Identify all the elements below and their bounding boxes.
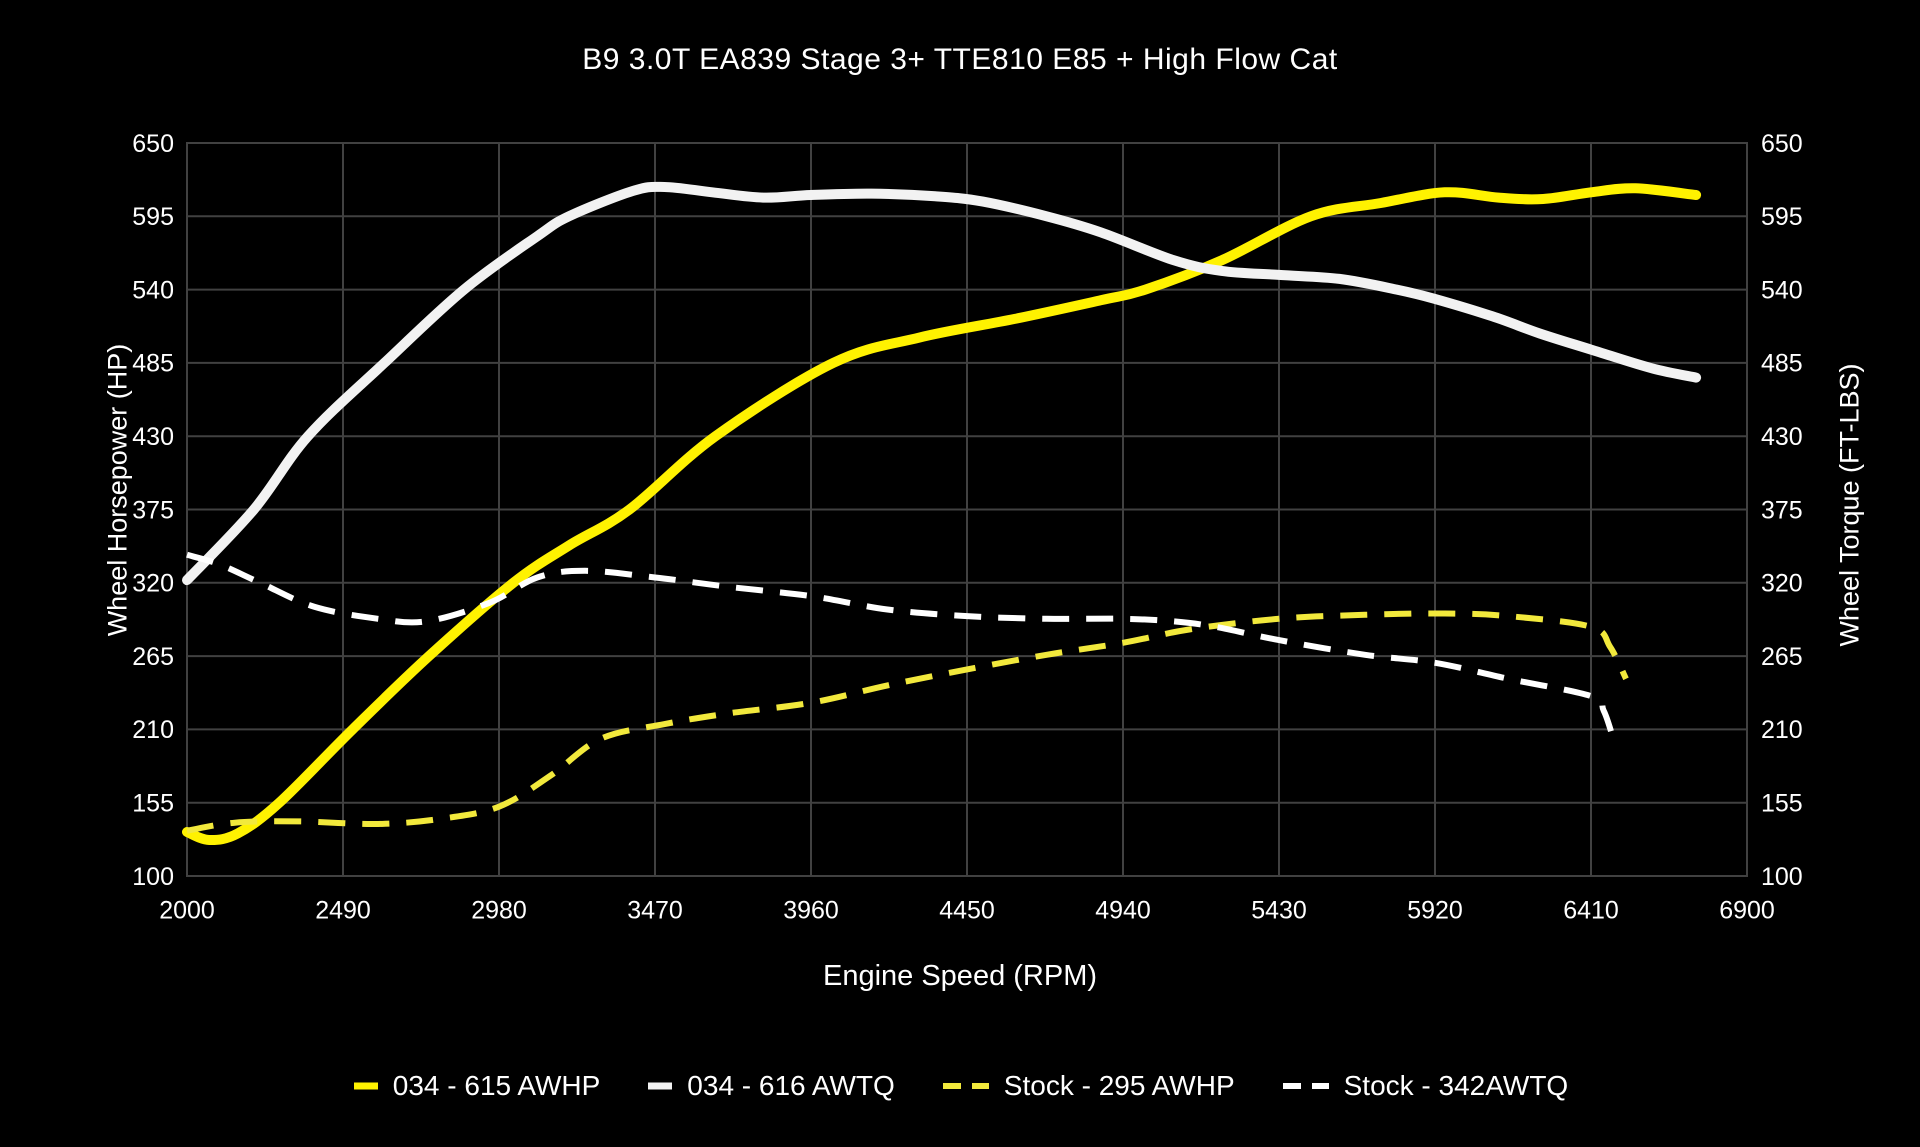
legend-marker-dashed-line-icon bbox=[942, 1083, 989, 1089]
y-tick-label-right: 430 bbox=[1761, 423, 1803, 451]
x-tick-label: 2000 bbox=[159, 897, 215, 925]
y-tick-label-right: 265 bbox=[1761, 643, 1803, 671]
y-tick-label-right: 485 bbox=[1761, 350, 1803, 378]
y-tick-label-left: 430 bbox=[132, 423, 174, 451]
x-axis-label: Engine Speed (RPM) bbox=[822, 960, 1098, 992]
legend-label: Stock - 342AWTQ bbox=[1343, 1070, 1569, 1101]
x-tick-label: 6410 bbox=[1563, 897, 1619, 925]
legend-label: 034 - 615 AWHP bbox=[392, 1070, 601, 1101]
y-tick-label-left: 155 bbox=[132, 789, 174, 817]
legend-item-034-615-awhp[interactable]: 034 - 615 AWHP bbox=[352, 1070, 601, 1102]
legend-item-stock-295-awhp[interactable]: Stock - 295 AWHP bbox=[941, 1070, 1235, 1102]
x-tick-label: 2980 bbox=[471, 897, 527, 925]
y-tick-label-left: 100 bbox=[132, 863, 174, 891]
legend-item-034-616-awtq[interactable]: 034 - 616 AWTQ bbox=[646, 1070, 895, 1102]
chart-title: B9 3.0T EA839 Stage 3+ TTE810 E85 + High… bbox=[582, 43, 1338, 76]
y-tick-label-left: 540 bbox=[132, 276, 174, 304]
series-line-034-615-awhp bbox=[182, 183, 1702, 846]
y-axis-label-right: Wheel Torque (FT-LBS) bbox=[1834, 363, 1865, 647]
series-line-034-616-awtq bbox=[182, 181, 1702, 586]
y-tick-label-right: 540 bbox=[1761, 276, 1803, 304]
y-tick-label-left: 485 bbox=[132, 350, 174, 378]
y-tick-label-right: 100 bbox=[1761, 863, 1803, 891]
legend-marker-dashed-line-icon bbox=[1282, 1083, 1329, 1089]
x-tick-label: 5430 bbox=[1251, 897, 1307, 925]
y-tick-label-left: 650 bbox=[132, 130, 174, 158]
y-tick-label-right: 320 bbox=[1761, 570, 1803, 598]
legend-marker-solid-line-icon bbox=[648, 1082, 673, 1090]
y-tick-label-right: 595 bbox=[1761, 203, 1803, 231]
legend-label: Stock - 295 AWHP bbox=[1003, 1070, 1235, 1101]
legend-marker-solid-line-icon bbox=[353, 1082, 378, 1090]
y-tick-label-left: 210 bbox=[132, 716, 174, 744]
x-tick-label: 6900 bbox=[1719, 897, 1775, 925]
series-line-stock-295-awhp bbox=[186, 610, 1629, 834]
y-tick-label-left: 595 bbox=[132, 203, 174, 231]
x-tick-label: 3960 bbox=[783, 897, 839, 925]
plot-border bbox=[186, 142, 1748, 877]
y-tick-label-left: 375 bbox=[132, 496, 174, 524]
legend: 034 - 615 AWHP 034 - 616 AWTQ Stock - 295 … bbox=[0, 1070, 1920, 1102]
y-tick-label-right: 650 bbox=[1761, 130, 1803, 158]
series-line-stock-342awtq bbox=[186, 551, 1617, 740]
y-tick-label-left: 320 bbox=[132, 570, 174, 598]
x-tick-label: 3470 bbox=[627, 897, 683, 925]
legend-item-stock-342awtq[interactable]: Stock - 342AWTQ bbox=[1281, 1070, 1569, 1102]
y-tick-label-left: 265 bbox=[132, 643, 174, 671]
x-tick-label: 4450 bbox=[939, 897, 995, 925]
y-tick-label-right: 155 bbox=[1761, 789, 1803, 817]
x-tick-label: 4940 bbox=[1095, 897, 1151, 925]
x-tick-label: 2490 bbox=[315, 897, 371, 925]
y-axis-label-left: Wheel Horsepower (HP) bbox=[102, 343, 133, 637]
y-tick-label-right: 210 bbox=[1761, 716, 1803, 744]
y-tick-label-right: 375 bbox=[1761, 496, 1803, 524]
legend-label: 034 - 616 AWTQ bbox=[687, 1070, 895, 1101]
x-tick-label: 5920 bbox=[1407, 897, 1463, 925]
